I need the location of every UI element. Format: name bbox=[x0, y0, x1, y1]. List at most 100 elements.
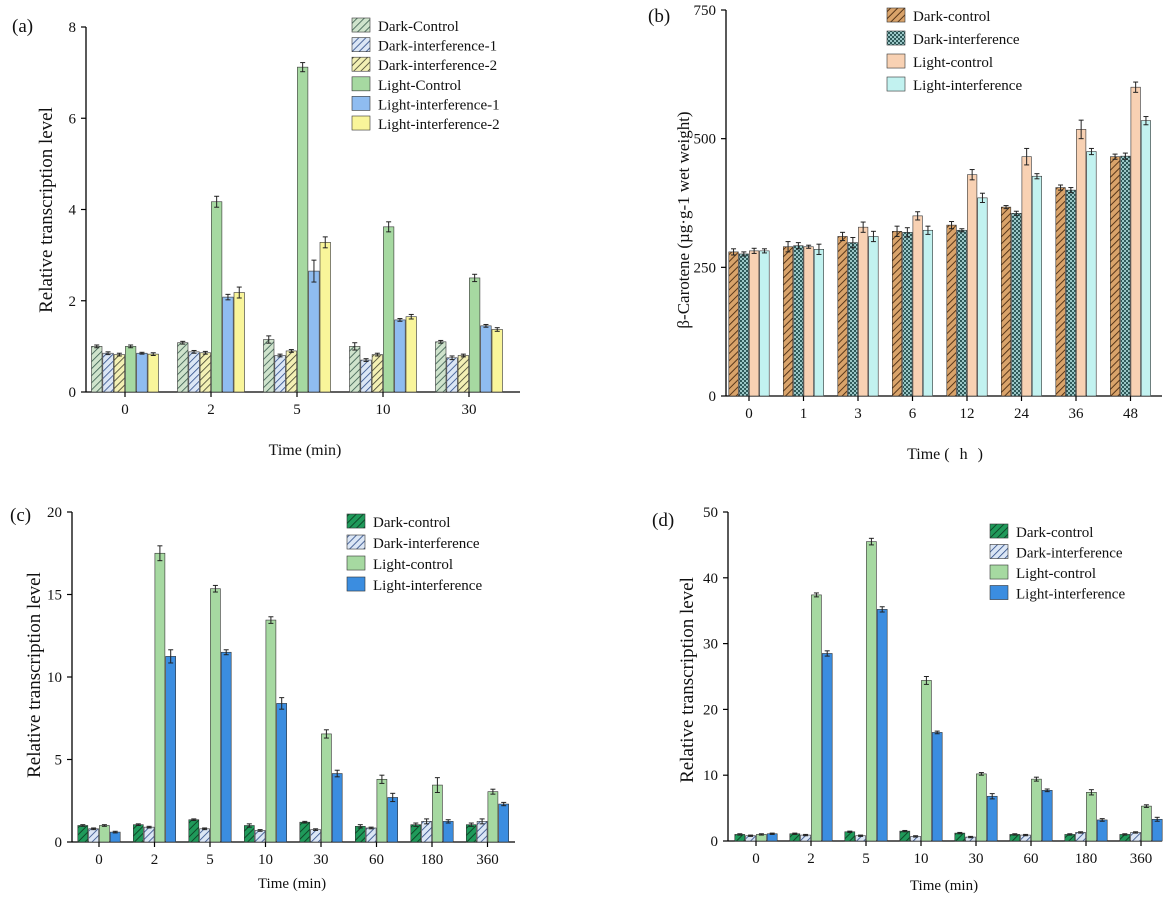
error-bar bbox=[1068, 187, 1074, 194]
error-bar bbox=[438, 339, 444, 344]
error-bar bbox=[212, 584, 218, 593]
bar bbox=[782, 246, 794, 397]
error-bar bbox=[363, 358, 369, 362]
x-axis-label: Time (min) bbox=[269, 442, 342, 459]
x-tick-label: 0 bbox=[745, 406, 753, 422]
x-tick-label: 48 bbox=[1123, 406, 1138, 422]
error-bar bbox=[1099, 818, 1105, 822]
x-tick-label: 0 bbox=[752, 851, 760, 867]
legend-label: Light-interference-1 bbox=[378, 97, 500, 113]
bar bbox=[986, 795, 998, 842]
legend: Dark-control Dark-interference Light-contr… bbox=[886, 7, 1022, 94]
y-tick-label: 6 bbox=[69, 111, 77, 127]
bar bbox=[365, 827, 377, 843]
bar bbox=[1130, 86, 1141, 397]
error-bar bbox=[390, 792, 396, 803]
panel-label: (b) bbox=[648, 6, 670, 27]
legend-item: Dark-interference bbox=[989, 544, 1123, 561]
error-bar bbox=[868, 537, 874, 546]
legend-item: Light-interference-2 bbox=[351, 115, 500, 133]
legend-item: Dark-interference bbox=[886, 30, 1020, 48]
error-bar bbox=[223, 649, 229, 656]
x-tick-label: 10 bbox=[914, 851, 929, 867]
bars bbox=[734, 537, 1163, 842]
bar bbox=[866, 541, 877, 842]
error-bar bbox=[894, 225, 900, 237]
bar bbox=[813, 249, 825, 397]
legend: Dark-Control Dark-interference-1 Dark-inte… bbox=[351, 17, 500, 133]
bar bbox=[891, 231, 903, 397]
error-bar bbox=[879, 606, 885, 613]
error-bar bbox=[494, 327, 500, 332]
x-tick-label: 2 bbox=[807, 851, 815, 867]
bar bbox=[109, 831, 121, 843]
legend-swatch bbox=[351, 17, 371, 33]
error-bar bbox=[1023, 833, 1029, 837]
bar bbox=[222, 296, 234, 393]
error-bar bbox=[870, 230, 876, 243]
bar bbox=[1086, 792, 1097, 842]
legend-swatch bbox=[351, 76, 371, 92]
error-bar bbox=[483, 323, 489, 328]
legend: Dark-control Dark-interference Light-contr… bbox=[346, 513, 482, 594]
bar bbox=[487, 791, 499, 843]
bar bbox=[480, 325, 492, 393]
error-bar bbox=[300, 62, 306, 73]
legend-label: Light-control bbox=[373, 557, 453, 573]
error-bar bbox=[334, 769, 340, 778]
error-bar bbox=[1003, 205, 1009, 210]
error-bar bbox=[1154, 816, 1160, 822]
error-bar bbox=[112, 830, 118, 834]
bar bbox=[858, 226, 869, 397]
error-bar bbox=[1044, 788, 1050, 793]
y-tick-label: 0 bbox=[69, 385, 77, 401]
error-bar bbox=[202, 350, 208, 355]
legend-swatch bbox=[989, 523, 1009, 539]
error-bar bbox=[858, 834, 864, 837]
bar bbox=[394, 319, 406, 393]
bar bbox=[811, 594, 822, 842]
bar bbox=[738, 253, 749, 397]
x-tick-label: 5 bbox=[293, 402, 301, 418]
legend-swatch bbox=[886, 53, 906, 69]
legend-item: Light-interference bbox=[346, 576, 482, 594]
legend-label: Dark-control bbox=[913, 9, 990, 25]
legend-swatch bbox=[346, 576, 366, 592]
legend-swatch bbox=[351, 37, 371, 52]
x-axis-label: Time (min) bbox=[258, 876, 326, 892]
error-bar bbox=[413, 822, 419, 827]
x-tick-label: 30 bbox=[462, 402, 477, 418]
y-tick-label: 250 bbox=[694, 260, 717, 276]
bar bbox=[319, 242, 331, 393]
y-tick-label: 10 bbox=[703, 768, 718, 784]
bar bbox=[1076, 129, 1087, 397]
error-bar bbox=[1133, 831, 1139, 834]
error-bar bbox=[490, 788, 496, 795]
error-bar bbox=[460, 353, 466, 358]
bar bbox=[442, 821, 454, 843]
legend-swatch bbox=[886, 7, 906, 23]
x-tick-label: 60 bbox=[369, 852, 384, 868]
legend-label: Light-control bbox=[913, 55, 993, 71]
panel-label: (d) bbox=[652, 510, 674, 531]
bar bbox=[188, 819, 200, 843]
bar bbox=[133, 824, 144, 843]
error-bar bbox=[1033, 776, 1039, 782]
error-bar bbox=[266, 335, 272, 344]
error-bar bbox=[758, 833, 764, 836]
legend-label: Dark-interference bbox=[913, 32, 1020, 48]
error-bar bbox=[824, 650, 830, 657]
bar bbox=[244, 825, 255, 843]
error-bar bbox=[803, 833, 809, 837]
error-bar bbox=[279, 697, 285, 710]
legend-label: Light-interference bbox=[913, 78, 1022, 94]
legend-item: Light-control bbox=[886, 53, 993, 71]
bar bbox=[91, 346, 103, 393]
legend-label: Light-interference-2 bbox=[378, 117, 500, 133]
error-bar bbox=[860, 221, 866, 233]
x-tick-label: 30 bbox=[314, 852, 329, 868]
x-tick-label: 24 bbox=[1014, 406, 1030, 422]
error-bar bbox=[1067, 833, 1073, 836]
error-bar bbox=[957, 831, 963, 835]
bar bbox=[113, 354, 125, 393]
